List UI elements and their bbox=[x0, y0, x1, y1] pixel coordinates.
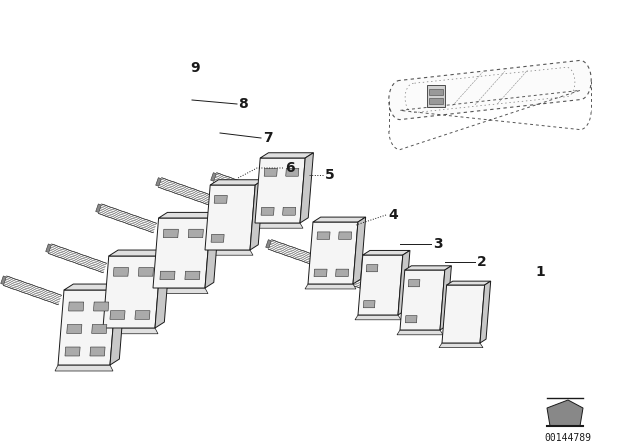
Polygon shape bbox=[185, 271, 200, 280]
Polygon shape bbox=[405, 315, 417, 323]
Polygon shape bbox=[376, 284, 381, 293]
Polygon shape bbox=[155, 250, 170, 328]
Polygon shape bbox=[408, 280, 420, 287]
Text: 3: 3 bbox=[433, 237, 443, 251]
Polygon shape bbox=[358, 255, 403, 315]
Polygon shape bbox=[308, 222, 358, 284]
Polygon shape bbox=[1, 276, 6, 284]
Polygon shape bbox=[138, 267, 154, 276]
Polygon shape bbox=[68, 302, 84, 311]
Polygon shape bbox=[447, 281, 491, 285]
Polygon shape bbox=[429, 98, 443, 104]
Polygon shape bbox=[113, 267, 129, 276]
Polygon shape bbox=[353, 217, 365, 284]
Polygon shape bbox=[439, 343, 483, 348]
Text: 00144789: 00144789 bbox=[545, 433, 591, 443]
Text: 7: 7 bbox=[263, 131, 273, 145]
Polygon shape bbox=[305, 284, 356, 289]
Polygon shape bbox=[440, 266, 451, 330]
Polygon shape bbox=[400, 270, 445, 330]
Polygon shape bbox=[480, 281, 491, 343]
Polygon shape bbox=[90, 347, 105, 356]
Polygon shape bbox=[300, 153, 314, 223]
Polygon shape bbox=[283, 207, 296, 215]
Polygon shape bbox=[153, 218, 211, 288]
Polygon shape bbox=[317, 232, 330, 239]
Polygon shape bbox=[326, 267, 332, 276]
Polygon shape bbox=[110, 284, 125, 365]
Polygon shape bbox=[205, 212, 220, 288]
Polygon shape bbox=[64, 284, 125, 290]
Polygon shape bbox=[95, 204, 101, 212]
Polygon shape bbox=[314, 269, 327, 276]
Polygon shape bbox=[92, 324, 107, 333]
Polygon shape bbox=[250, 180, 264, 250]
Text: 9: 9 bbox=[190, 61, 200, 75]
Polygon shape bbox=[150, 288, 208, 293]
Polygon shape bbox=[398, 250, 410, 315]
Polygon shape bbox=[255, 158, 305, 223]
Polygon shape bbox=[547, 400, 583, 426]
Polygon shape bbox=[429, 89, 443, 95]
Polygon shape bbox=[389, 60, 591, 120]
Polygon shape bbox=[335, 269, 349, 276]
Polygon shape bbox=[363, 250, 410, 255]
Polygon shape bbox=[109, 250, 170, 256]
Polygon shape bbox=[135, 311, 150, 319]
Polygon shape bbox=[65, 347, 80, 356]
Text: 6: 6 bbox=[285, 161, 295, 175]
Polygon shape bbox=[163, 229, 179, 237]
Polygon shape bbox=[442, 285, 484, 343]
Text: 1: 1 bbox=[535, 265, 545, 279]
Polygon shape bbox=[159, 212, 220, 218]
Polygon shape bbox=[261, 207, 274, 215]
Polygon shape bbox=[260, 153, 314, 158]
Polygon shape bbox=[45, 244, 51, 253]
Polygon shape bbox=[366, 265, 378, 272]
Polygon shape bbox=[110, 311, 125, 319]
Polygon shape bbox=[211, 234, 224, 242]
Polygon shape bbox=[405, 266, 451, 270]
Polygon shape bbox=[252, 223, 303, 228]
Polygon shape bbox=[67, 324, 82, 333]
Polygon shape bbox=[55, 365, 113, 371]
Text: 8: 8 bbox=[238, 97, 248, 111]
Polygon shape bbox=[103, 256, 161, 328]
Polygon shape bbox=[355, 315, 401, 320]
Polygon shape bbox=[211, 172, 216, 181]
Polygon shape bbox=[100, 328, 158, 334]
Polygon shape bbox=[188, 229, 204, 237]
Polygon shape bbox=[339, 232, 351, 239]
Polygon shape bbox=[156, 178, 161, 186]
Polygon shape bbox=[202, 250, 253, 255]
Polygon shape bbox=[364, 301, 375, 308]
Polygon shape bbox=[160, 271, 175, 280]
Polygon shape bbox=[58, 290, 116, 365]
Polygon shape bbox=[427, 85, 445, 107]
Polygon shape bbox=[313, 217, 365, 222]
Polygon shape bbox=[285, 168, 299, 176]
Polygon shape bbox=[205, 185, 255, 250]
Polygon shape bbox=[266, 240, 271, 248]
Polygon shape bbox=[214, 195, 227, 203]
Text: 5: 5 bbox=[325, 168, 335, 182]
Polygon shape bbox=[210, 180, 264, 185]
Text: 4: 4 bbox=[388, 208, 398, 222]
Polygon shape bbox=[397, 330, 443, 335]
Polygon shape bbox=[264, 168, 277, 176]
Text: 2: 2 bbox=[477, 255, 487, 269]
Polygon shape bbox=[93, 302, 109, 311]
